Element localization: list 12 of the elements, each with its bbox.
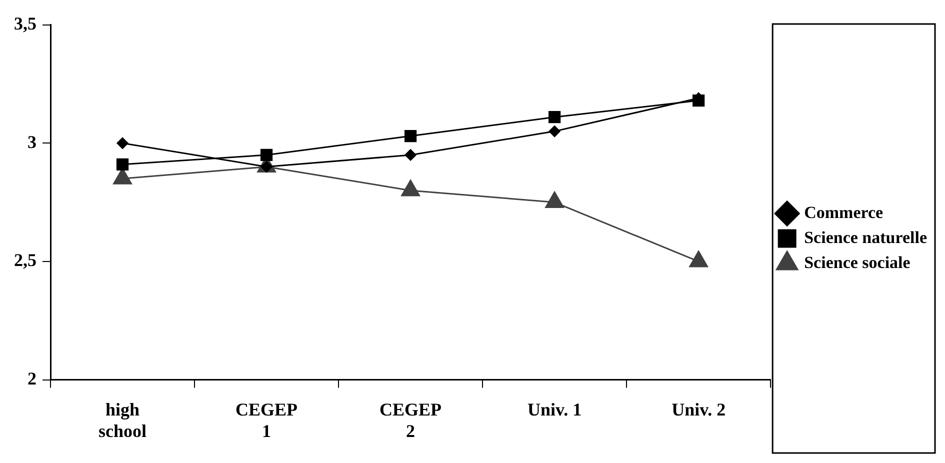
legend-label: Commerce xyxy=(804,202,884,222)
x-tick-label: high school xyxy=(98,399,147,441)
y-tick-label: 3 xyxy=(28,132,36,152)
y-tick-label: 2 xyxy=(28,368,36,388)
y-tick-label: 3,5 xyxy=(14,13,36,34)
x-tick-label: CEGEP 1 xyxy=(236,399,298,441)
y-tick-label: 2,5 xyxy=(14,250,36,270)
legend-label: Science sociale xyxy=(804,252,911,272)
x-tick-label: CEGEP 2 xyxy=(380,399,442,441)
x-tick-label: Univ. 2 xyxy=(672,399,726,420)
x-tick-label: Univ. 1 xyxy=(528,399,582,420)
legend-label: Science naturelle xyxy=(804,228,928,247)
